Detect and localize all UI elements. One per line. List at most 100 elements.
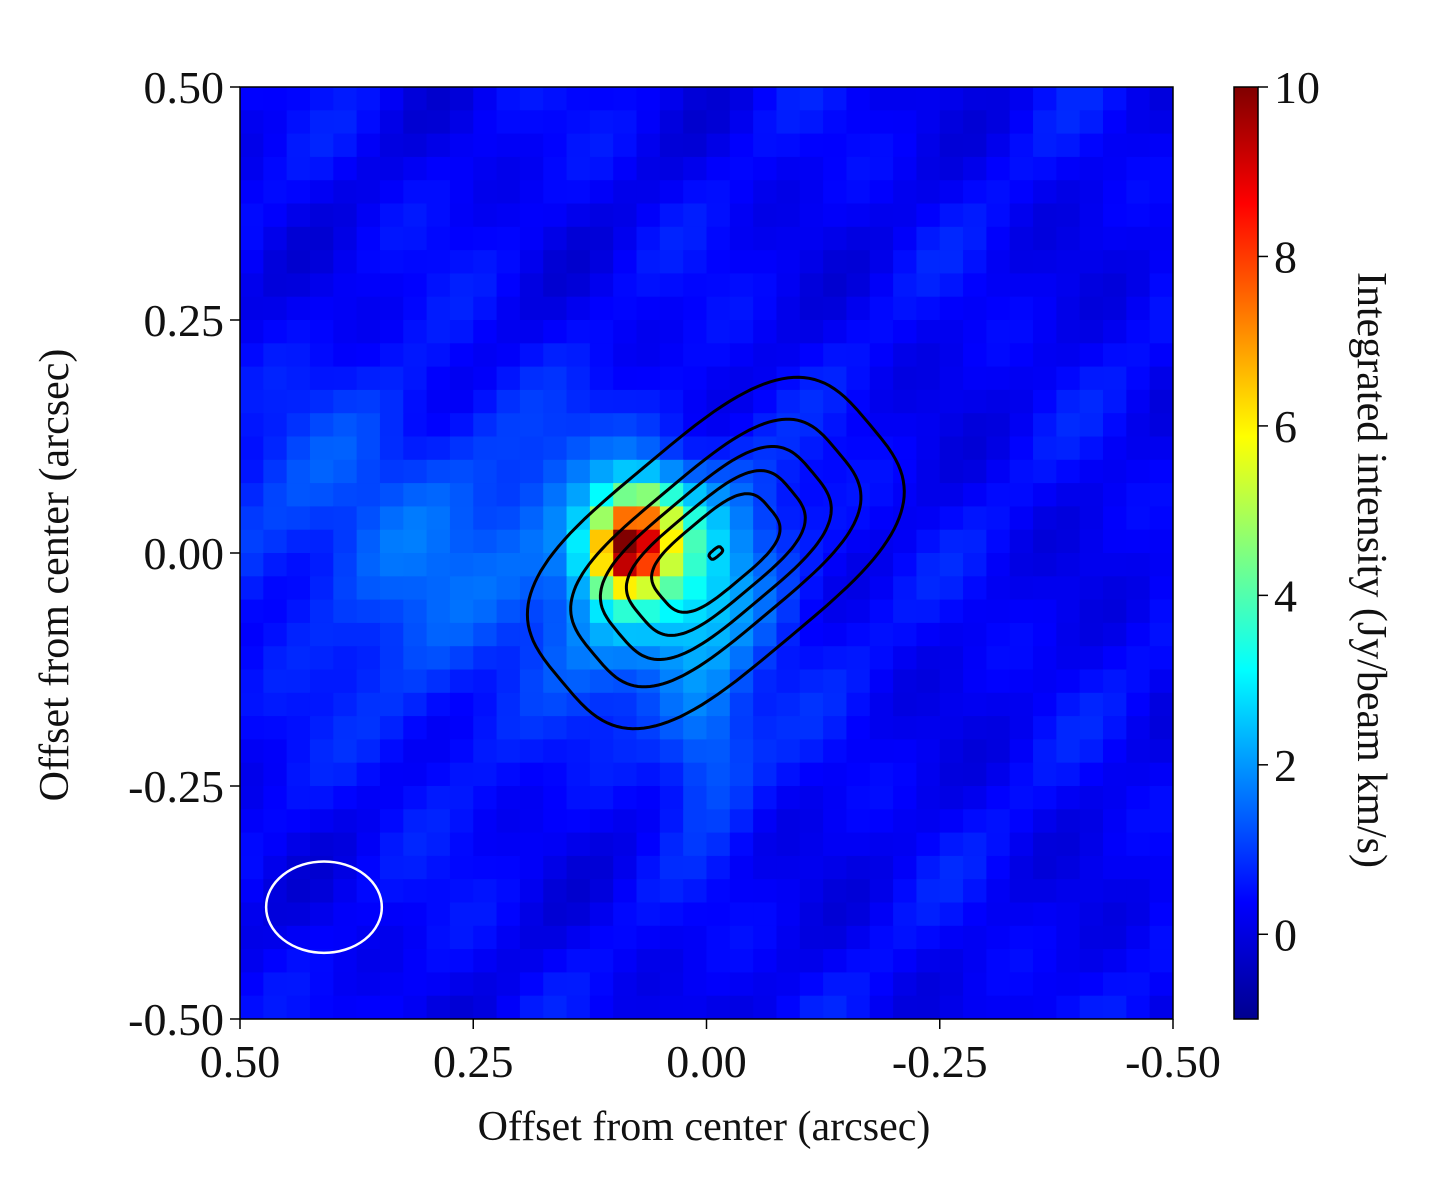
heatmap-cell [939, 716, 964, 740]
heatmap-cell [916, 646, 941, 671]
heatmap-cell [1149, 809, 1173, 834]
heatmap-cell [356, 273, 381, 298]
heatmap-cell [589, 529, 614, 554]
heatmap-cell [1009, 366, 1034, 391]
heatmap-cell [893, 250, 918, 274]
heatmap-cell [356, 716, 381, 740]
heatmap-cell [543, 506, 568, 531]
heatmap-cell [916, 366, 941, 391]
heatmap-cell [636, 739, 661, 764]
heatmap-cell [240, 995, 264, 1019]
heatmap-cell [263, 180, 288, 205]
heatmap-cell [1033, 180, 1057, 205]
heatmap-cell [1009, 180, 1034, 205]
heatmap-cell [309, 366, 334, 391]
heatmap-cell [1149, 972, 1173, 997]
heatmap-cell [683, 389, 708, 414]
heatmap-cell [333, 436, 358, 461]
heatmap-cell [869, 156, 894, 181]
heatmap-cell [543, 436, 568, 461]
heatmap-cell [496, 343, 521, 368]
heatmap-cell [986, 413, 1011, 438]
heatmap-cell [613, 343, 638, 368]
heatmap-cell [613, 529, 638, 554]
heatmap-cell [543, 226, 568, 251]
heatmap-cell [893, 273, 918, 298]
heatmap-cell [240, 902, 264, 927]
heatmap-cell [519, 646, 544, 671]
heatmap-cell [1009, 995, 1034, 1019]
heatmap-cell [893, 879, 918, 904]
heatmap-cell [379, 762, 404, 787]
heatmap-cell [753, 599, 778, 624]
heatmap-cell [986, 879, 1011, 904]
heatmap-cell [449, 949, 474, 973]
heatmap-cell [963, 459, 987, 484]
heatmap-cell [589, 809, 614, 834]
heatmap-cell [823, 739, 848, 764]
heatmap-cell [286, 739, 311, 764]
heatmap-cell [963, 739, 987, 764]
heatmap-cell [636, 995, 661, 1019]
heatmap-cell [309, 226, 334, 251]
heatmap-cell [1056, 739, 1081, 764]
heatmap-cell [379, 622, 404, 647]
heatmap-cell [286, 366, 311, 391]
heatmap-cell [263, 250, 288, 274]
heatmap-cell [589, 879, 614, 904]
heatmap-cell [1103, 296, 1127, 321]
heatmap-cell [706, 576, 731, 601]
heatmap-cell [519, 87, 544, 111]
heatmap-cell [333, 250, 358, 274]
heatmap-cell [379, 669, 404, 694]
heatmap-cell [776, 203, 801, 228]
heatmap-cell [776, 413, 801, 438]
heatmap-cell [636, 366, 661, 391]
heatmap-cell [1009, 902, 1034, 927]
heatmap-cell [683, 879, 708, 904]
heatmap-cell [1149, 87, 1173, 111]
heatmap-cell [799, 902, 824, 927]
heatmap-cell [729, 110, 754, 135]
heatmap-cell [449, 156, 474, 181]
heatmap-cell [426, 483, 451, 507]
heatmap-cell [776, 110, 801, 135]
heatmap-cell [939, 762, 964, 787]
heatmap-cell [963, 995, 987, 1019]
heatmap-cell [1103, 413, 1127, 438]
heatmap-cell [939, 786, 964, 810]
heatmap-cell [240, 203, 264, 228]
heatmap-cell [846, 436, 871, 461]
heatmap-cell [449, 506, 474, 531]
heatmap-cell [683, 972, 708, 997]
heatmap-cell [1033, 413, 1057, 438]
heatmap-cell [706, 855, 731, 880]
heatmap-cell [1009, 832, 1034, 857]
heatmap-cell [1033, 296, 1057, 321]
heatmap-cell [869, 739, 894, 764]
heatmap-cell [1079, 483, 1104, 507]
heatmap-cell [916, 110, 941, 135]
heatmap-cell [986, 529, 1011, 554]
heatmap-cell [963, 133, 987, 158]
heatmap-cell [939, 226, 964, 251]
heatmap-cell [846, 832, 871, 857]
heatmap-cell [449, 133, 474, 158]
heatmap-cell [706, 832, 731, 857]
heatmap-cell [589, 436, 614, 461]
heatmap-cell [1079, 203, 1104, 228]
heatmap-cell [939, 949, 964, 973]
heatmap-cell [659, 343, 684, 368]
heatmap-cell [1056, 87, 1081, 111]
heatmap-cell [543, 949, 568, 973]
heatmap-cell [1056, 366, 1081, 391]
heatmap-cell [379, 296, 404, 321]
heatmap-cell [613, 622, 638, 647]
heatmap-cell [1149, 483, 1173, 507]
heatmap-cell [1079, 622, 1104, 647]
heatmap-cell [893, 413, 918, 438]
heatmap-cell [799, 599, 824, 624]
heatmap-cell [659, 553, 684, 577]
heatmap-cell [729, 786, 754, 810]
heatmap-cell [403, 110, 428, 135]
